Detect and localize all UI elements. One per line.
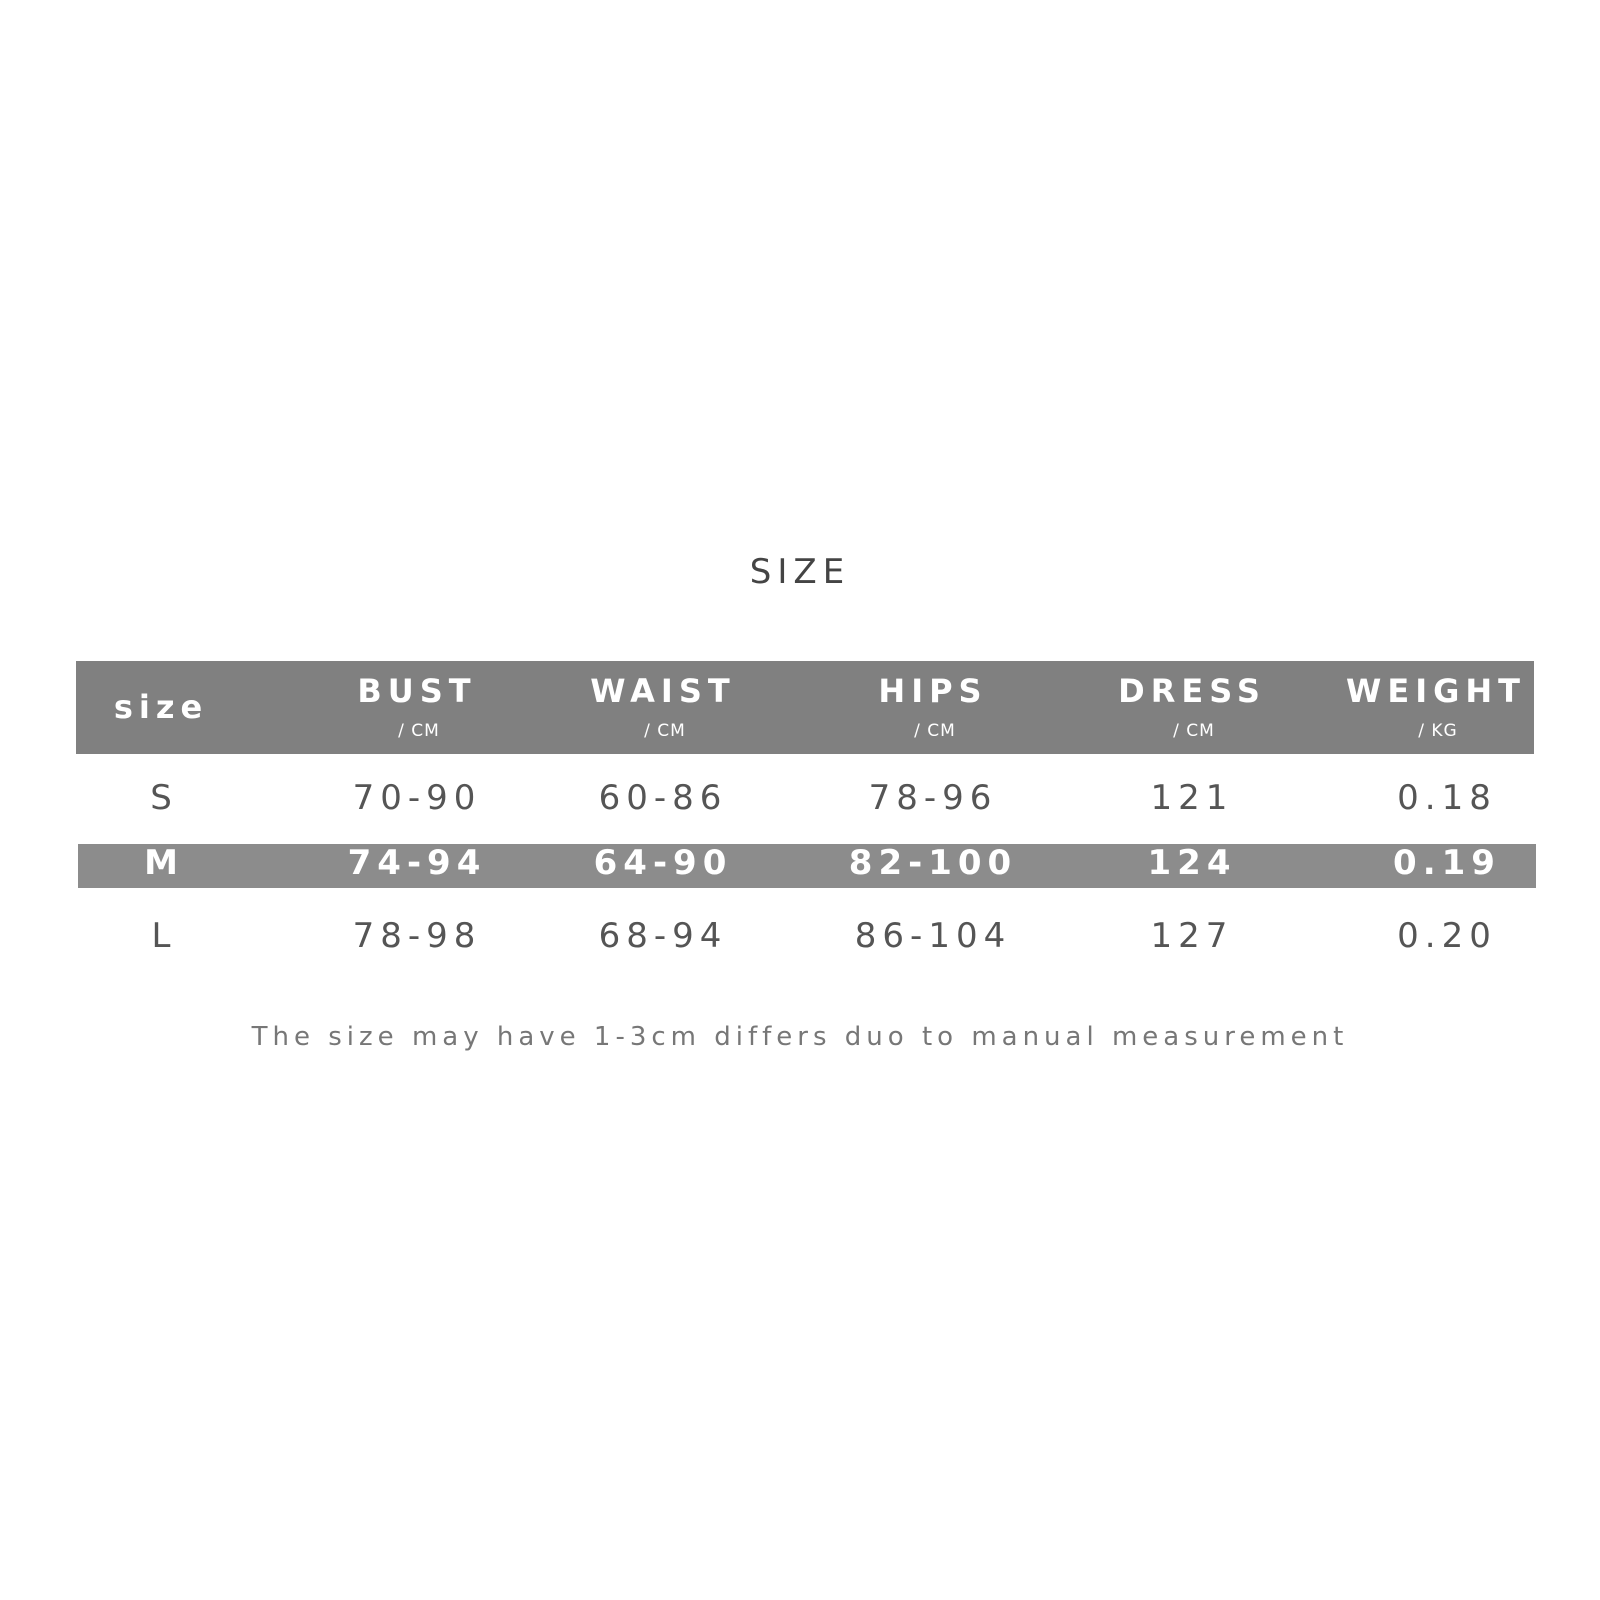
size-label: S (150, 778, 172, 818)
table-cell: 82-100 (848, 843, 1018, 883)
header-size: size (113, 688, 209, 726)
header-dress: DRESS (1118, 672, 1266, 710)
table-cell: 0.19 (1393, 843, 1501, 883)
table-header (76, 661, 1534, 754)
table-cell: 74-94 (347, 843, 487, 883)
header-unit: / CM (398, 721, 440, 741)
table-cell: 64-90 (593, 843, 733, 883)
table-cell: 127 (1150, 916, 1234, 956)
table-cell: 70-90 (352, 778, 482, 818)
table-cell: 124 (1147, 843, 1237, 883)
table-cell: 0.20 (1397, 916, 1497, 956)
table-cell: 60-86 (598, 778, 728, 818)
footnote: The size may have 1-3cm differs duo to m… (251, 1022, 1349, 1052)
header-hips: HIPS (878, 672, 988, 710)
size-label: L (151, 916, 171, 956)
header-unit: / CM (914, 721, 956, 741)
table-cell: 78-96 (868, 778, 998, 818)
table-cell: 0.18 (1397, 778, 1497, 818)
header-bust: BUST (357, 672, 477, 710)
size-label: M (144, 843, 178, 883)
header-waist: WAIST (590, 672, 736, 710)
header-unit: / CM (644, 721, 686, 741)
table-cell: 78-98 (352, 916, 482, 956)
highlight-row-band (78, 844, 1536, 888)
header-unit: / CM (1173, 721, 1215, 741)
table-cell: 68-94 (598, 916, 728, 956)
header-unit: / KG (1418, 721, 1458, 741)
page-title: SIZE (749, 552, 851, 592)
header-weight: WEIGHT (1346, 672, 1526, 710)
table-cell: 121 (1150, 778, 1234, 818)
table-cell: 86-104 (854, 916, 1012, 956)
